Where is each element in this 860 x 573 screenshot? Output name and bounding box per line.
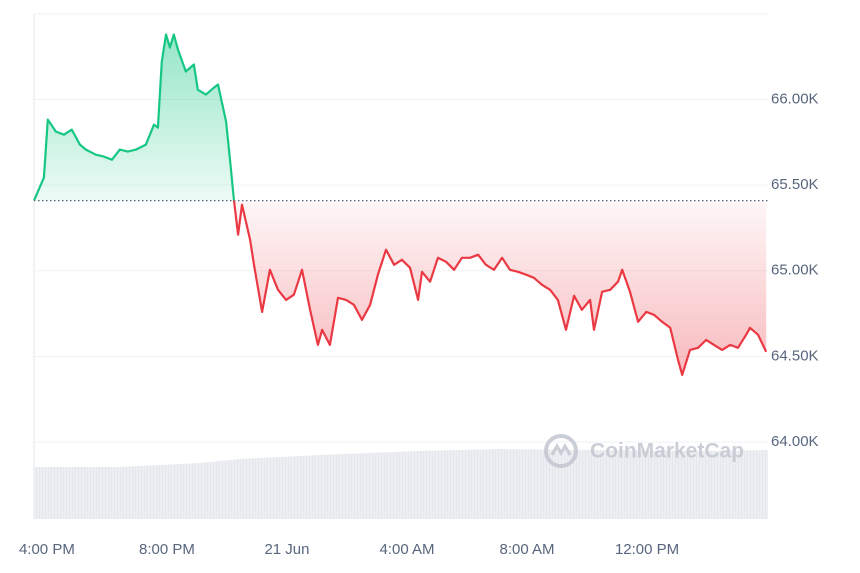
x-tick-label: 8:00 PM bbox=[139, 541, 195, 558]
price-area bbox=[34, 34, 767, 375]
y-tick-label: 64.00K bbox=[771, 433, 819, 450]
y-tick-label: 64.50K bbox=[771, 347, 819, 364]
price-line bbox=[32, 33, 768, 376]
x-tick-label: 4:00 PM bbox=[19, 541, 75, 558]
x-tick-label: 12:00 PM bbox=[615, 541, 679, 558]
watermark: CoinMarketCap bbox=[544, 434, 744, 468]
x-tick-label: 4:00 AM bbox=[379, 541, 434, 558]
y-tick-label: 65.50K bbox=[771, 176, 819, 193]
volume-area bbox=[34, 449, 768, 519]
x-tick-label: 21 Jun bbox=[264, 541, 309, 558]
y-tick-label: 66.00K bbox=[771, 91, 819, 108]
y-tick-label: 65.00K bbox=[771, 262, 819, 279]
watermark-text: CoinMarketCap bbox=[590, 440, 744, 463]
x-tick-label: 8:00 AM bbox=[500, 541, 555, 558]
